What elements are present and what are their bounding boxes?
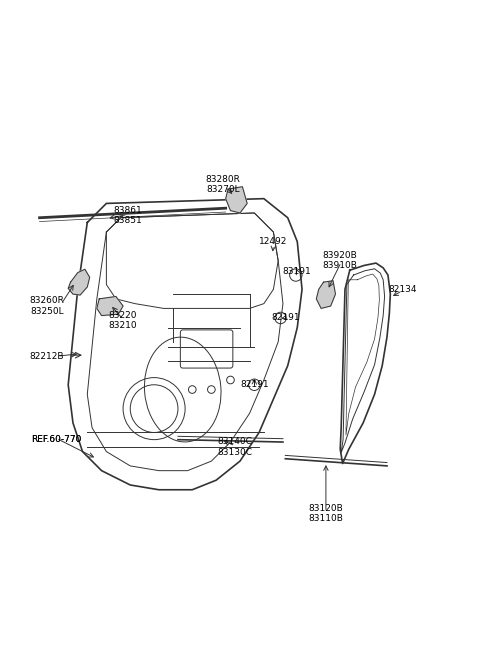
Text: REF.60-770: REF.60-770 bbox=[31, 435, 82, 444]
Text: 82212B: 82212B bbox=[29, 352, 64, 361]
Text: 83191: 83191 bbox=[282, 267, 311, 276]
Polygon shape bbox=[97, 297, 123, 316]
Text: 83220
83210: 83220 83210 bbox=[109, 310, 137, 330]
Text: 82191: 82191 bbox=[271, 314, 300, 322]
Text: 83861
83851: 83861 83851 bbox=[113, 206, 142, 225]
Polygon shape bbox=[316, 281, 336, 309]
Text: 82134: 82134 bbox=[388, 285, 417, 294]
Text: 83140C
83130C: 83140C 83130C bbox=[218, 437, 253, 457]
Text: 82191: 82191 bbox=[240, 381, 269, 389]
Text: 83120B
83110B: 83120B 83110B bbox=[309, 504, 343, 523]
Polygon shape bbox=[68, 269, 90, 295]
Text: 83920B
83910B: 83920B 83910B bbox=[323, 251, 358, 271]
Text: REF.60-770: REF.60-770 bbox=[31, 435, 82, 444]
Text: 12492: 12492 bbox=[259, 237, 288, 246]
Text: 83260R
83250L: 83260R 83250L bbox=[29, 296, 64, 316]
Polygon shape bbox=[226, 187, 247, 213]
Text: 83280R
83270L: 83280R 83270L bbox=[206, 175, 241, 194]
